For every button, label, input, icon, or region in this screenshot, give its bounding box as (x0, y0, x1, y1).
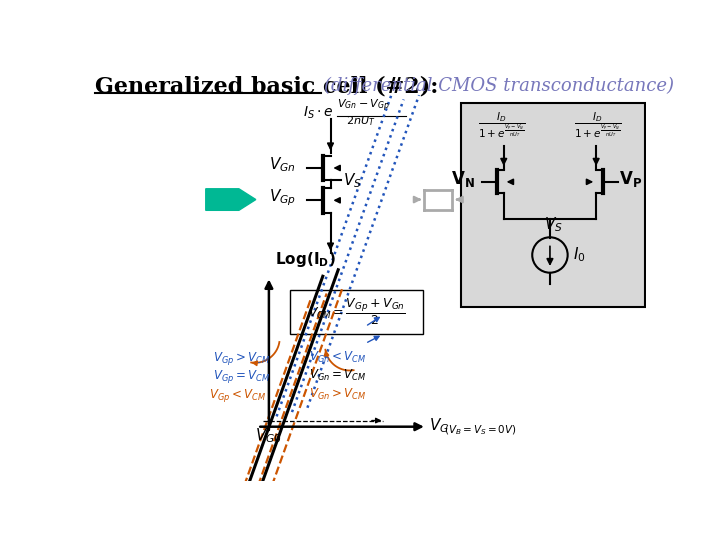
Text: $V_S$: $V_S$ (544, 215, 563, 234)
Text: $V_{CM}=\dfrac{V_{Gp}+V_{Gn}}{2}$: $V_{CM}=\dfrac{V_{Gp}+V_{Gn}}{2}$ (308, 297, 405, 327)
Text: $I_0$: $I_0$ (573, 245, 585, 264)
Text: $V_{Gp}$: $V_{Gp}$ (269, 187, 296, 207)
Text: $V_{Gp}=V_{CM}$: $V_{Gp}=V_{CM}$ (213, 368, 271, 385)
Text: $\mathbf{V_P}$: $\mathbf{V_P}$ (619, 169, 642, 189)
FancyBboxPatch shape (462, 103, 644, 307)
Text: $2nU_T$: $2nU_T$ (346, 114, 375, 128)
Text: $V_{Gn}>V_{CM}$: $V_{Gn}>V_{CM}$ (309, 387, 366, 402)
Text: $V_{Gn}=V_{CM}$: $V_{Gn}=V_{CM}$ (309, 368, 366, 383)
Text: $\mathbf{Log(I_D)}$: $\mathbf{Log(I_D)}$ (275, 250, 336, 269)
Text: $V_G$: $V_G$ (429, 416, 449, 435)
Text: $V_{Gp}<V_{CM}$: $V_{Gp}<V_{CM}$ (209, 387, 266, 403)
Text: $V_S$: $V_S$ (343, 171, 361, 190)
Text: $\mathbf{V_N}$: $\mathbf{V_N}$ (451, 169, 475, 189)
Text: $V_{Gn}$: $V_{Gn}$ (269, 156, 296, 174)
Text: $\dfrac{I_D}{1+e^{\frac{V_P-V_N}{nU_T}}}$: $\dfrac{I_D}{1+e^{\frac{V_P-V_N}{nU_T}}}… (478, 111, 526, 140)
Text: $(V_B=V_S=0V)$: $(V_B=V_S=0V)$ (444, 424, 517, 437)
Text: (differential CMOS transconductance): (differential CMOS transconductance) (324, 77, 675, 96)
Text: $I_S \cdot e$: $I_S \cdot e$ (303, 104, 333, 121)
Text: $V_{Gp}>V_{CM}$: $V_{Gp}>V_{CM}$ (213, 349, 271, 367)
Text: $\dfrac{I_D}{1+e^{\frac{V_P-V_N}{nU_T}}}$: $\dfrac{I_D}{1+e^{\frac{V_P-V_N}{nU_T}}}… (574, 111, 621, 140)
FancyArrow shape (206, 189, 256, 211)
FancyBboxPatch shape (290, 291, 423, 334)
Text: $V_{G0}$: $V_{G0}$ (256, 427, 282, 446)
Text: $V_{Gn}-V_{Gp}$: $V_{Gn}-V_{Gp}$ (337, 98, 390, 114)
Text: $V_{Gn}<V_{CM}$: $V_{Gn}<V_{CM}$ (309, 349, 366, 364)
Text: Generalized basic cell (#2):: Generalized basic cell (#2): (95, 76, 438, 97)
